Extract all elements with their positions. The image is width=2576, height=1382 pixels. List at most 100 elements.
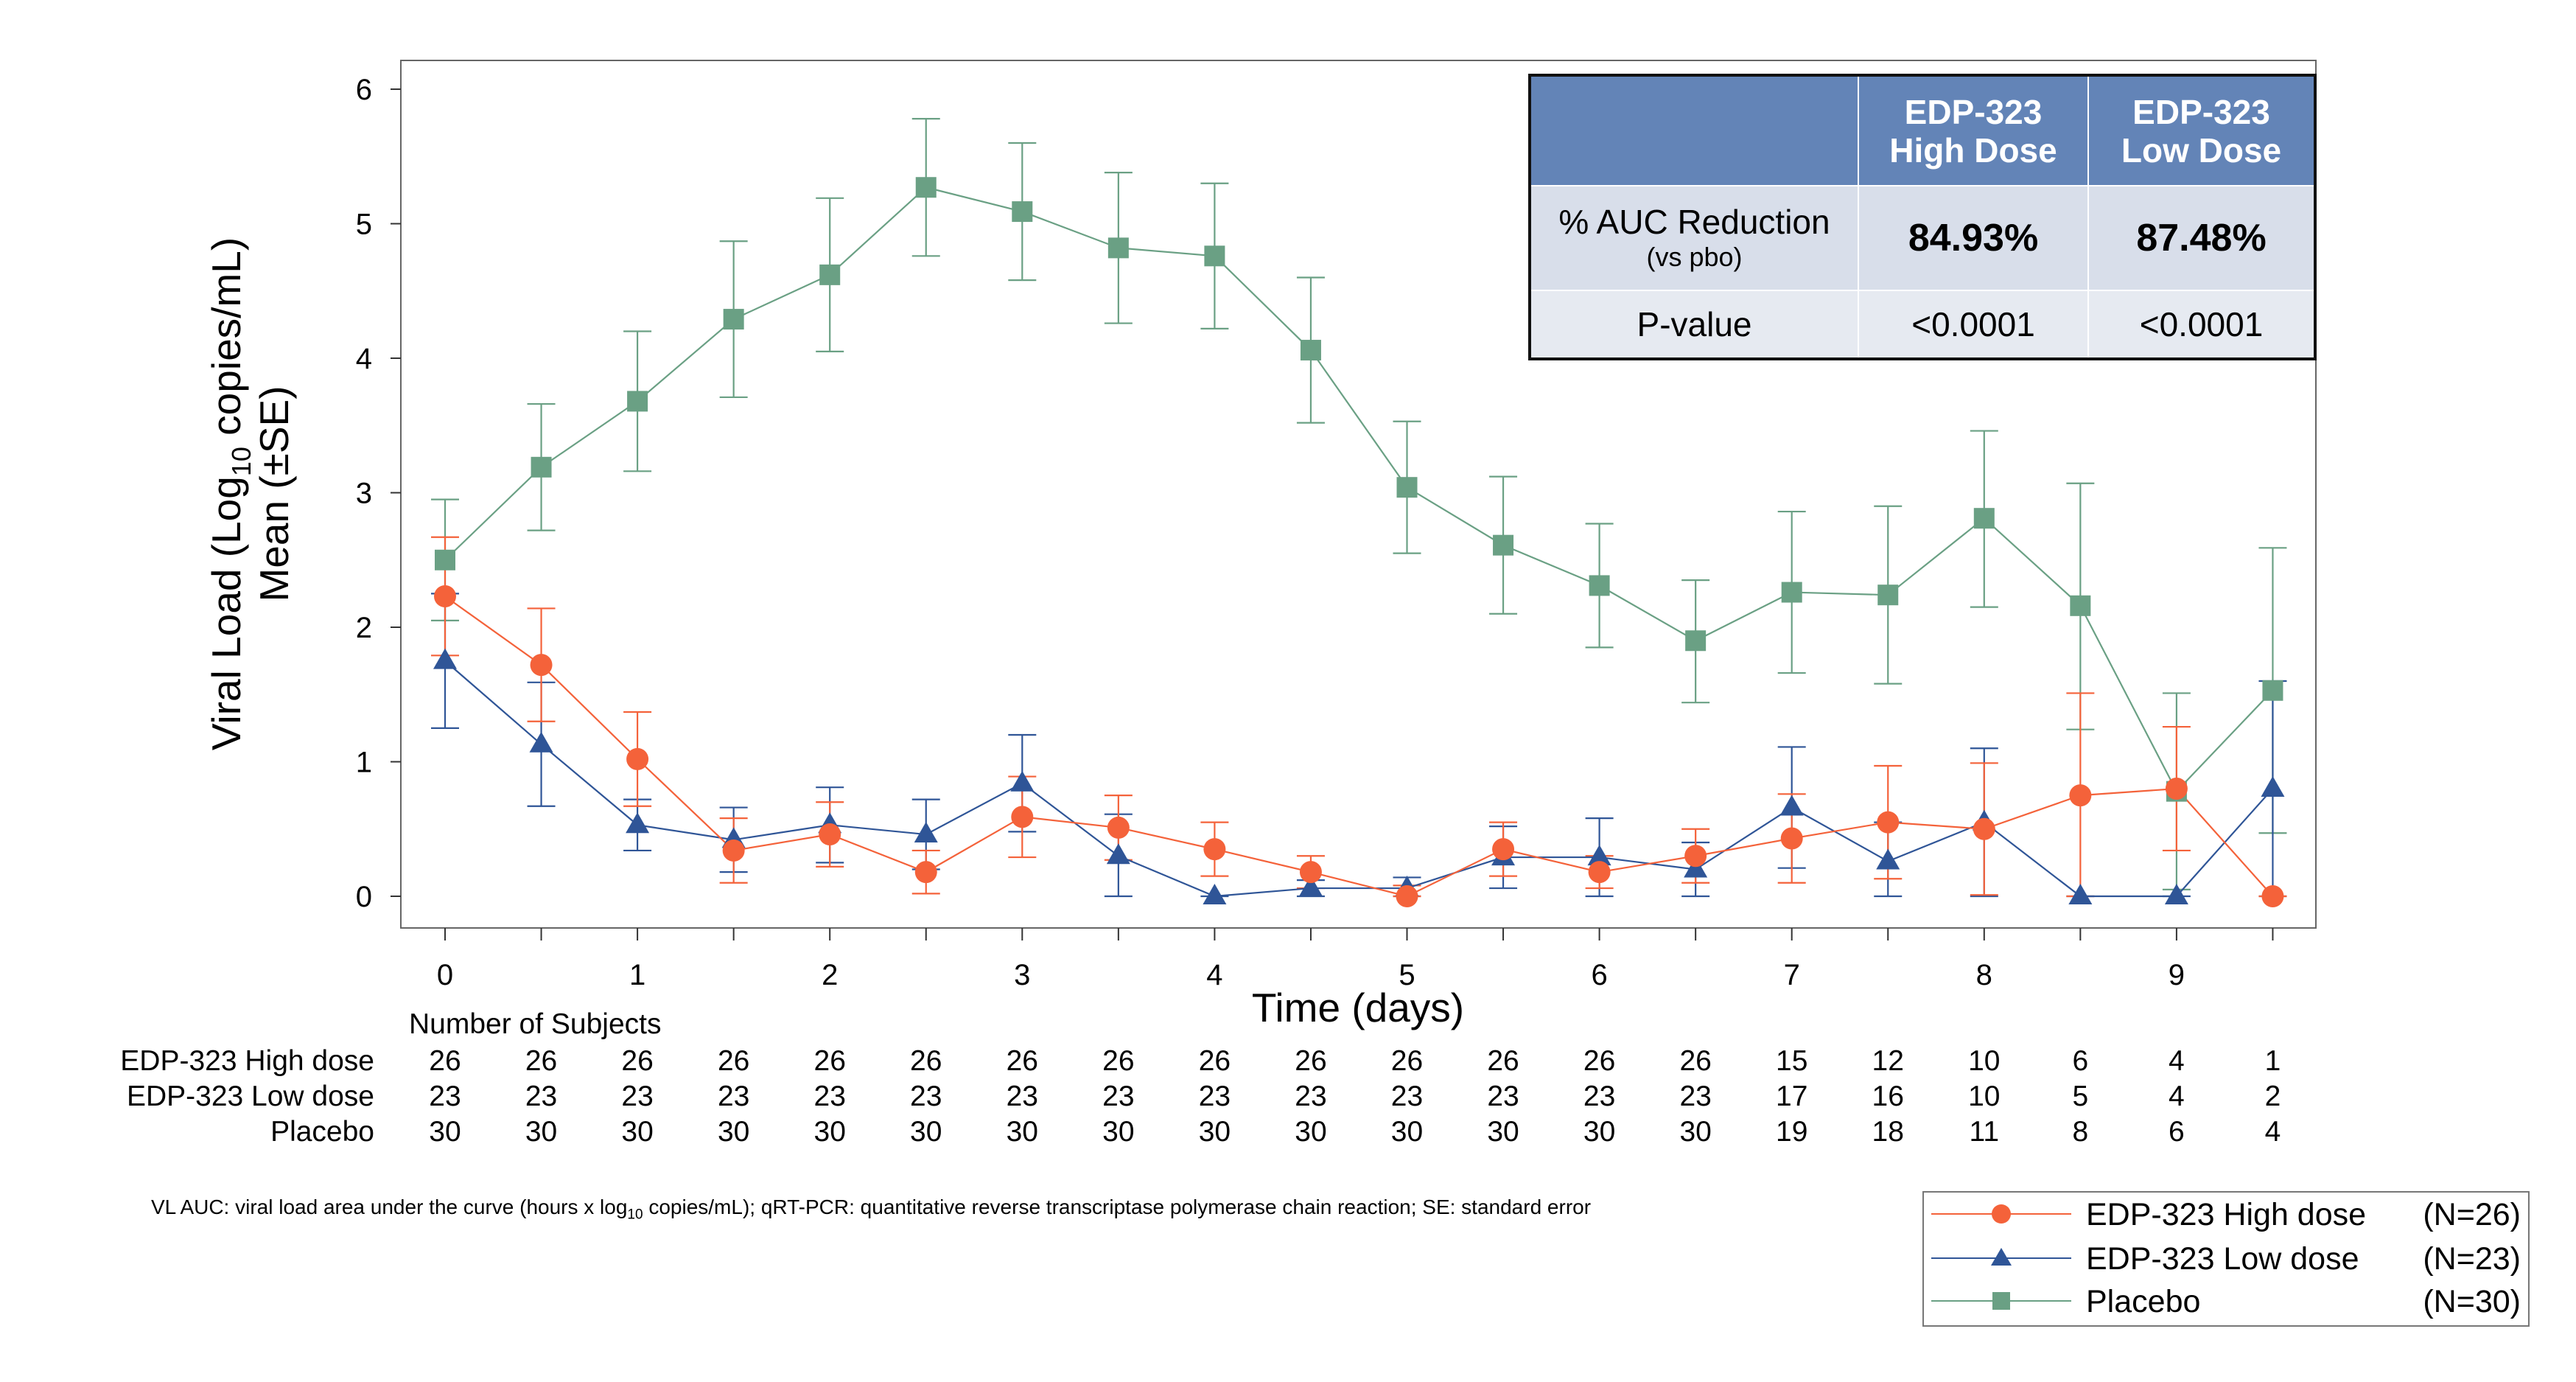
auc-row-label: % AUC Reduction (vs pbo) [1529,185,1859,291]
subjects-count: 10 [1968,1045,2000,1077]
auc-summary-table: EDP-323 High Dose EDP-323 Low Dose % AUC R… [1528,74,2317,360]
subjects-count: 30 [1199,1116,1231,1148]
placebo-point [1012,201,1033,223]
placebo-point [1204,245,1225,267]
subjects-count: 30 [1295,1116,1326,1148]
placebo-point [819,264,841,285]
edp-323-low-dose-point [1876,848,1900,870]
subjects-count: 30 [718,1116,749,1148]
subjects-count: 23 [621,1081,653,1112]
edp-323-high-dose-point [1011,806,1034,828]
y-tick-label: 5 [356,209,372,241]
legend-label: EDP-323 Low dose [2086,1241,2359,1277]
subjects-count: 30 [814,1116,846,1148]
auc-high-value: 84.93% [1858,185,2089,291]
edp-323-high-dose-point [1588,861,1611,884]
auc-low-value: 87.48% [2087,185,2316,291]
subjects-count: 30 [525,1116,557,1148]
placebo-point [531,456,552,478]
subjects-count: 4 [2265,1116,2281,1148]
x-axis-title: Time (days) [1252,985,1464,1030]
legend-count: (N=30) [2423,1284,2521,1319]
subjects-count: 17 [1776,1081,1807,1112]
subjects-count: 26 [1102,1045,1134,1077]
subjects-count: 26 [1199,1045,1231,1077]
pvalue-row-label: P-value [1529,290,1859,360]
footnote: VL AUC: viral load area under the curve … [151,1196,1592,1223]
subjects-count: 30 [1679,1116,1711,1148]
pvalue-low-value: <0.0001 [2087,290,2316,360]
subjects-count: 18 [1872,1116,1904,1148]
x-tick-label: 0 [437,959,453,991]
subjects-count: 10 [1968,1081,2000,1112]
series-lines [444,186,2274,898]
legend-label: EDP-323 High dose [2086,1197,2367,1232]
plot-frame [400,60,2317,929]
legend-item-low-dose: EDP-323 Low dose (N=23) [1924,1237,2528,1280]
placebo-point [723,309,744,330]
subjects-row-label: EDP-323 High dose [120,1045,374,1077]
placebo-point [435,549,455,570]
subjects-count: 26 [1583,1045,1615,1077]
subjects-count: 1 [2265,1045,2281,1077]
x-tick-label: 7 [1784,959,1800,991]
subjects-count: 23 [1679,1081,1711,1112]
x-tick-label: 5 [1399,959,1415,991]
number-of-subjects-title: Number of Subjects [409,1008,662,1040]
y-axis-title-line2: Mean (±SE) [251,385,297,601]
auc-header-empty [1529,74,1859,186]
subjects-count: 30 [1391,1116,1423,1148]
legend: EDP-323 High dose (N=26) EDP-323 Low dos… [1922,1191,2530,1327]
subjects-count: 30 [910,1116,942,1148]
placebo-point [1107,237,1129,259]
edp-323-high-dose-line [444,596,2274,898]
subjects-count: 30 [1007,1116,1038,1148]
subjects-count: 26 [1295,1045,1326,1077]
edp-323-high-dose-point [626,747,649,770]
edp-323-low-dose-line [444,660,2274,898]
subjects-count: 23 [718,1081,749,1112]
subjects-count: 23 [1583,1081,1615,1112]
legend-label: Placebo [2086,1284,2201,1319]
subjects-count: 26 [1679,1045,1711,1077]
edp-323-high-dose-point [2069,784,2092,807]
edp-323-high-dose-point [722,839,745,862]
auc-header-low-dose: EDP-323 Low Dose [2087,74,2316,186]
edp-323-low-dose-point [433,648,457,669]
edp-323-high-dose-point [1107,816,1130,839]
x-tick-label: 4 [1206,959,1222,991]
subjects-count: 30 [621,1116,653,1148]
pvalue-high-value: <0.0001 [1858,290,2089,360]
y-tick-label: 0 [356,881,372,913]
x-tick-label: 9 [2169,959,2185,991]
subjects-count: 23 [429,1081,461,1112]
subjects-row-label: Placebo [270,1116,374,1148]
placebo-line [444,186,2274,793]
placebo-point [915,177,937,198]
subjects-count: 26 [718,1045,749,1077]
placebo-point [2262,680,2283,701]
legend-circle-icon [1931,1204,2071,1224]
edp-323-low-dose-point [1587,845,1611,866]
subjects-count: 15 [1776,1045,1807,1077]
subjects-count: 12 [1872,1045,1904,1077]
edp-323-low-dose-point [2164,884,2188,904]
edp-323-low-dose-point [1684,856,1708,878]
x-tick-label: 8 [1976,959,1992,991]
x-tick-label: 2 [822,959,838,991]
x-tick-label: 6 [1591,959,1607,991]
edp-323-low-dose-point [2261,776,2285,797]
subjects-count: 16 [1872,1081,1904,1112]
subjects-count: 23 [1391,1081,1423,1112]
axis-ticks [391,88,2274,940]
placebo-point [1877,584,1899,606]
legend-count: (N=23) [2423,1241,2521,1277]
y-tick-label: 2 [356,612,372,644]
edp-323-low-dose-point [626,812,650,834]
edp-323-high-dose-point [914,861,937,884]
subjects-count: 26 [910,1045,942,1077]
subjects-count: 23 [1487,1081,1519,1112]
y-axis-title: Viral Load (Log10 copies/mL) [203,237,256,750]
y-tick-label: 1 [356,747,372,779]
